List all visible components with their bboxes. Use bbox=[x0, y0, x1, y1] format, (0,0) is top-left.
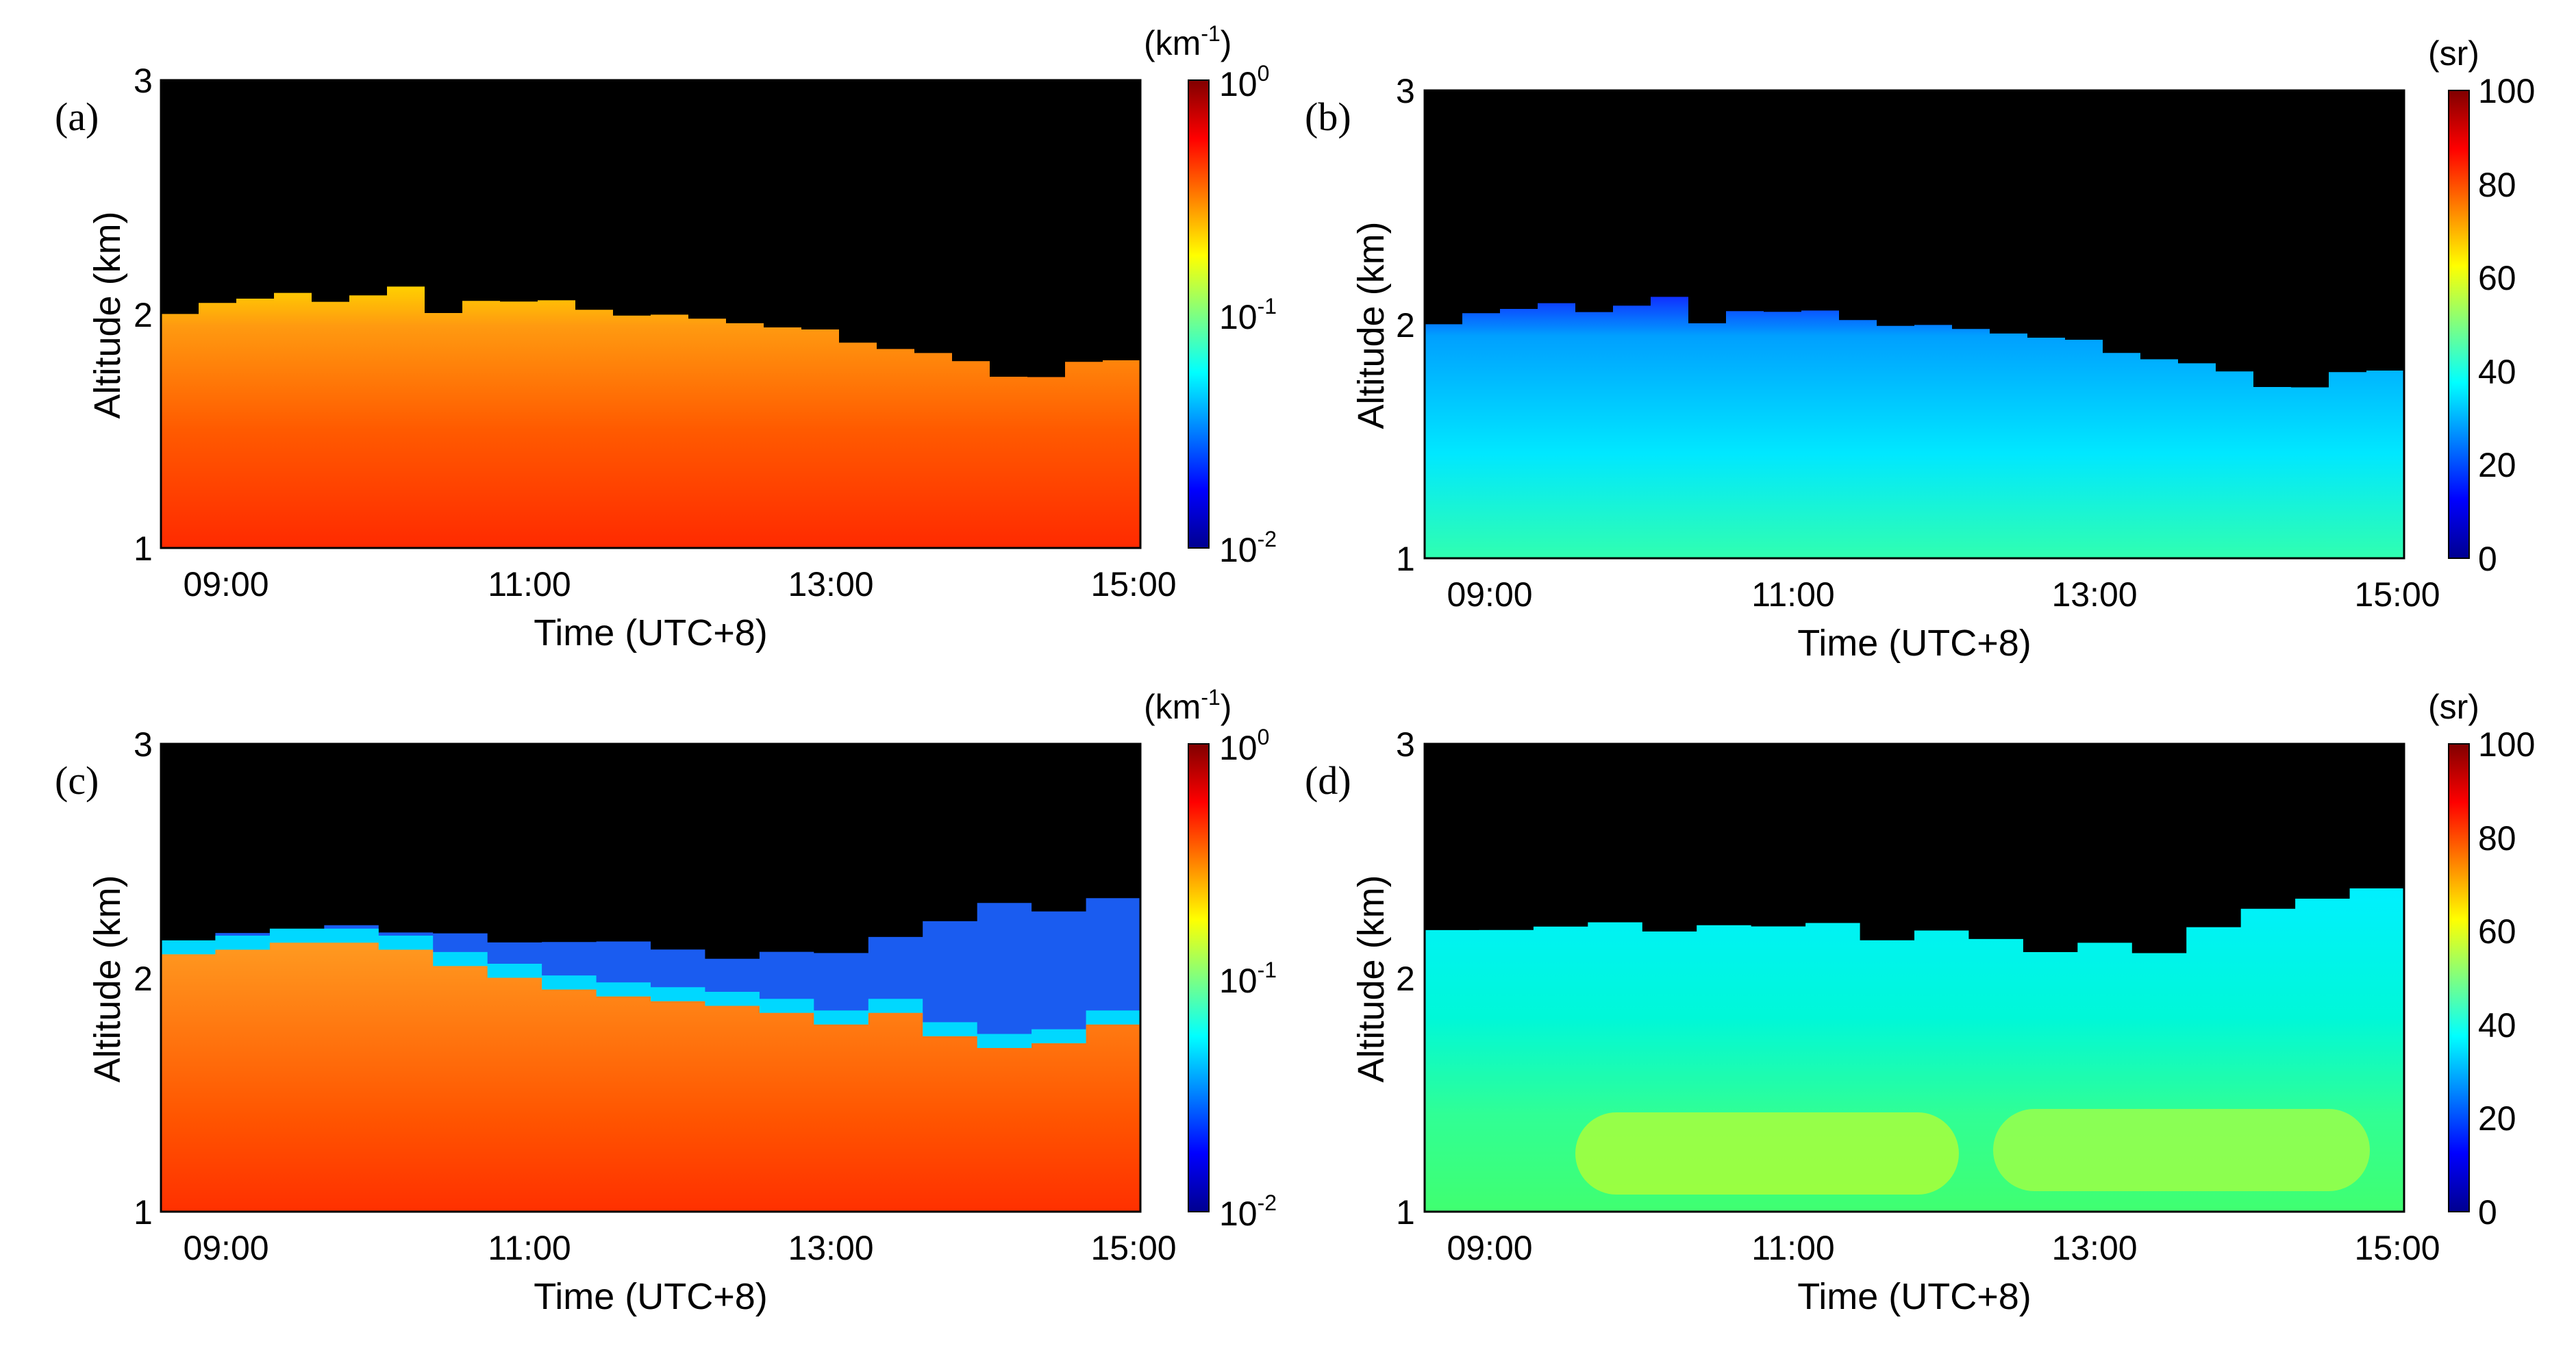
colorbar-tick-c-mid: 10-1 bbox=[1219, 958, 1277, 1000]
y-tick-b-1: 1 bbox=[1396, 540, 1415, 578]
high-ratio-blob-2 bbox=[1993, 1109, 2370, 1191]
colorbar-tick-c-top: 100 bbox=[1219, 725, 1269, 767]
x-tick-c-1100: 11:00 bbox=[488, 1229, 571, 1267]
x-tick-a-1100: 11:00 bbox=[488, 565, 571, 603]
colorbar-tick-b-60: 60 bbox=[2478, 259, 2516, 297]
y-axis-title-a: Altitude (km) bbox=[87, 211, 128, 419]
colorbar-tick-d-20: 20 bbox=[2478, 1099, 2516, 1138]
axes-frame-c bbox=[160, 742, 1142, 1213]
y-tick-c-3: 3 bbox=[134, 725, 153, 764]
x-tick-b-1300: 13:00 bbox=[2051, 575, 2137, 614]
colorbar-d bbox=[2448, 743, 2470, 1212]
axes-frame-d bbox=[1423, 742, 2405, 1213]
colorbar-tick-b-100: 100 bbox=[2478, 72, 2535, 110]
y-tick-d-1: 1 bbox=[1396, 1193, 1415, 1232]
x-axis-title-d: Time (UTC+8) bbox=[1797, 1276, 2031, 1317]
y-tick-d-2: 2 bbox=[1396, 960, 1415, 998]
panel-label-d: (d) bbox=[1305, 758, 1351, 803]
colorbar-tick-d-40: 40 bbox=[2478, 1006, 2516, 1045]
x-tick-b-0900: 09:00 bbox=[1447, 575, 1532, 614]
colorbar-b bbox=[2448, 90, 2470, 559]
x-axis-title-c: Time (UTC+8) bbox=[534, 1276, 768, 1317]
chart-b-svg: (b) 3 2 1 Altitude (km) 09:00 11:00 13:0… bbox=[1305, 34, 2535, 664]
panel-d: (d) 3 2 1 Altitude (km) 09:00 11:00 13:0… bbox=[1288, 674, 2576, 1348]
colorbar-tick-a-bottom: 10-2 bbox=[1219, 527, 1277, 569]
panel-label-c: (c) bbox=[55, 758, 99, 803]
y-tick-b-3: 3 bbox=[1396, 72, 1415, 110]
y-tick-a-3: 3 bbox=[134, 62, 153, 100]
axes-frame-a bbox=[160, 79, 1142, 549]
colorbar-tick-c-bottom: 10-2 bbox=[1219, 1190, 1277, 1233]
colorbar-tick-d-0: 0 bbox=[2478, 1193, 2497, 1232]
chart-c-svg: (c) 3 2 1 Altitude (km) 09:00 11:00 13:0… bbox=[55, 685, 1277, 1317]
x-tick-d-1300: 13:00 bbox=[2051, 1229, 2137, 1267]
x-tick-b-1500: 15:00 bbox=[2354, 575, 2440, 614]
x-tick-b-1100: 11:00 bbox=[1751, 575, 1834, 614]
y-tick-d-3: 3 bbox=[1396, 725, 1415, 764]
x-tick-a-1300: 13:00 bbox=[788, 565, 873, 603]
colorbar-tick-b-80: 80 bbox=[2478, 166, 2516, 204]
colorbar-tick-d-100: 100 bbox=[2478, 725, 2535, 764]
colorbar-tick-a-top: 100 bbox=[1219, 61, 1269, 103]
colorbar-unit-b: (sr) bbox=[2428, 34, 2479, 73]
colorbar-unit-a: (km-1) bbox=[1144, 21, 1231, 62]
x-tick-d-1100: 11:00 bbox=[1751, 1229, 1834, 1267]
colorbar-unit-c: (km-1) bbox=[1144, 685, 1231, 726]
colorbar-unit-d: (sr) bbox=[2428, 688, 2479, 726]
x-axis-title-a: Time (UTC+8) bbox=[534, 612, 768, 653]
x-tick-c-0900: 09:00 bbox=[183, 1229, 268, 1267]
y-axis-title-c: Altitude (km) bbox=[87, 875, 128, 1082]
y-tick-c-2: 2 bbox=[134, 960, 153, 998]
colorbar-tick-a-mid: 10-1 bbox=[1219, 294, 1277, 336]
y-tick-b-2: 2 bbox=[1396, 306, 1415, 345]
y-tick-a-2: 2 bbox=[134, 296, 153, 334]
chart-a-svg: (a) 3 2 1 Altitude (km) 09:00 11:00 13:0… bbox=[55, 21, 1277, 653]
y-tick-c-1: 1 bbox=[134, 1193, 153, 1232]
colorbar-tick-b-0: 0 bbox=[2478, 540, 2497, 578]
colorbar-c bbox=[1188, 743, 1210, 1212]
x-tick-a-1500: 15:00 bbox=[1090, 565, 1176, 603]
panel-c: (c) 3 2 1 Altitude (km) 09:00 11:00 13:0… bbox=[0, 674, 1288, 1348]
y-axis-title-b: Altitude (km) bbox=[1351, 221, 1392, 429]
lidar-ratio-field-b bbox=[1425, 297, 2404, 558]
chart-d-svg: (d) 3 2 1 Altitude (km) 09:00 11:00 13:0… bbox=[1305, 688, 2535, 1317]
panel-a: (a) 3 2 1 Altitude (km) 09:00 11:00 13:0… bbox=[0, 0, 1288, 674]
panel-label-a: (a) bbox=[55, 95, 99, 139]
panel-label-b: (b) bbox=[1305, 95, 1351, 139]
colorbar-tick-b-40: 40 bbox=[2478, 353, 2516, 391]
colorbar-a bbox=[1188, 79, 1210, 549]
x-axis-title-b: Time (UTC+8) bbox=[1797, 623, 2031, 664]
x-tick-c-1300: 13:00 bbox=[788, 1229, 873, 1267]
y-axis-title-d: Altitude (km) bbox=[1351, 875, 1392, 1082]
x-tick-c-1500: 15:00 bbox=[1090, 1229, 1176, 1267]
colorbar-tick-b-20: 20 bbox=[2478, 446, 2516, 484]
colorbar-tick-d-60: 60 bbox=[2478, 912, 2516, 951]
panel-b: (b) 3 2 1 Altitude (km) 09:00 11:00 13:0… bbox=[1288, 0, 2576, 674]
x-tick-a-0900: 09:00 bbox=[183, 565, 268, 603]
x-tick-d-0900: 09:00 bbox=[1447, 1229, 1532, 1267]
axes-frame-b bbox=[1423, 89, 2405, 560]
x-tick-d-1500: 15:00 bbox=[2354, 1229, 2440, 1267]
colorbar-tick-d-80: 80 bbox=[2478, 819, 2516, 858]
y-tick-a-1: 1 bbox=[134, 529, 153, 568]
extinction-field-c bbox=[161, 943, 1140, 1212]
high-ratio-blob-1 bbox=[1575, 1112, 1959, 1195]
extinction-field-a bbox=[161, 286, 1140, 548]
